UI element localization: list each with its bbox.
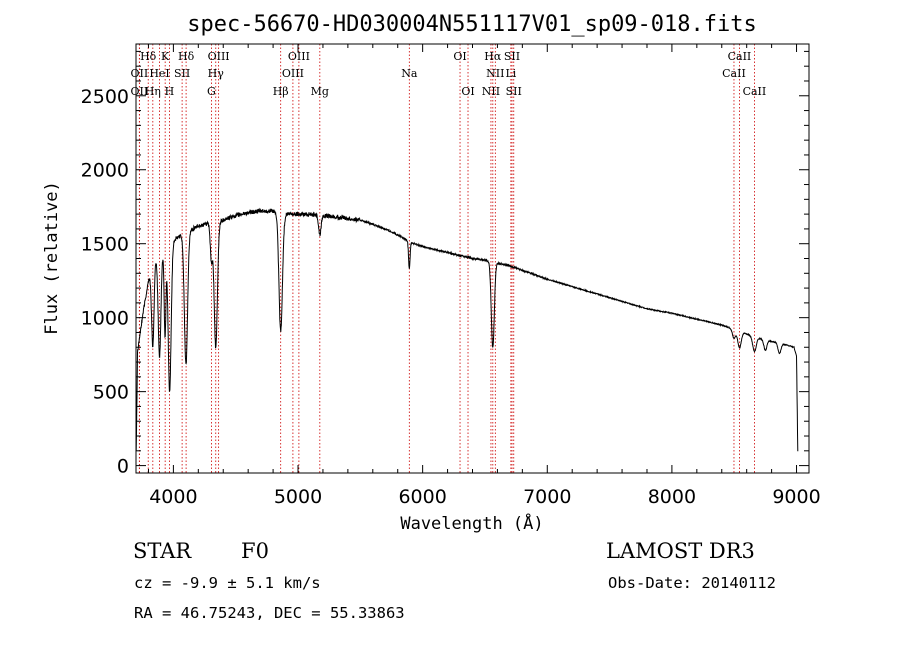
spectral-line-label: HeI [149, 67, 169, 80]
spectral-line-label: Hγ [208, 67, 225, 80]
spectral-line-label: G [207, 85, 216, 98]
spectral-line-label: Na [401, 67, 418, 80]
spectral-line-label: SII [174, 67, 190, 80]
spectral-line-label: Mg [311, 85, 329, 98]
x-tick-label: 4000 [149, 486, 197, 508]
spectral-line-label: OII [131, 67, 149, 80]
spectral-line-label: Hα [484, 50, 502, 63]
object-class: STAR [133, 539, 192, 563]
spectral-line-label: SII [504, 50, 520, 63]
spectral-line-label: K [161, 50, 170, 63]
spectral-line-label: Hβ [273, 85, 289, 98]
spectral-line-label: OIII [208, 50, 230, 63]
spectral-line-label: OI [453, 50, 466, 63]
spectral-line-label: NII [482, 85, 500, 98]
spectral-line-label: Li [505, 67, 516, 80]
spectral-line-label: OIII [282, 67, 304, 80]
y-tick-label: 1000 [81, 308, 129, 330]
y-axis-label: Flux (relative) [42, 181, 62, 335]
spectral-line-label: CaII [722, 67, 746, 80]
x-tick-label: 8000 [648, 486, 696, 508]
spectral-line-label: H [165, 85, 175, 98]
y-tick-label: 1500 [81, 234, 129, 256]
x-tick-label: 9000 [772, 486, 820, 508]
y-tick-label: 0 [117, 456, 129, 478]
object-subclass: F0 [241, 539, 269, 563]
spectral-line-label: SII [506, 85, 522, 98]
spectral-line-label: NII [486, 67, 504, 80]
x-tick-label: 7000 [523, 486, 571, 508]
spectral-line-markers [138, 44, 755, 473]
spectral-line-label: OII [131, 85, 149, 98]
x-axis-label: Wavelength (Å) [400, 512, 543, 534]
y-axis-ticks: 0 500 1000 1500 2000 2500 [81, 50, 809, 478]
redshift-velocity: cz = -9.9 ± 5.1 km/s [134, 574, 321, 592]
x-tick-label: 6000 [398, 486, 446, 508]
spectral-line-label: CaII [728, 50, 752, 63]
y-tick-label: 2500 [81, 86, 129, 108]
y-tick-label: 2000 [81, 160, 129, 182]
observation-date: Obs-Date: 20140112 [608, 574, 776, 592]
survey-name: LAMOST DR3 [606, 539, 755, 563]
spectral-line-label: Hδ [140, 50, 157, 63]
coordinates: RA = 46.75243, DEC = 55.33863 [134, 604, 405, 622]
chart-title: spec-56670-HD030004N551117V01_sp09-018.f… [187, 12, 757, 37]
spectral-line-label: OIII [288, 50, 310, 63]
spectral-line-label: Hη [145, 85, 161, 98]
spectral-line-label: CaII [743, 85, 767, 98]
spectral-line-label: Hδ [178, 50, 195, 63]
spectral-line-label: OI [461, 85, 474, 98]
x-axis-ticks: 4000 5000 6000 7000 8000 9000 [147, 44, 821, 508]
spectrum-line [135, 207, 799, 452]
x-tick-label: 5000 [274, 486, 322, 508]
y-tick-label: 500 [93, 382, 129, 404]
